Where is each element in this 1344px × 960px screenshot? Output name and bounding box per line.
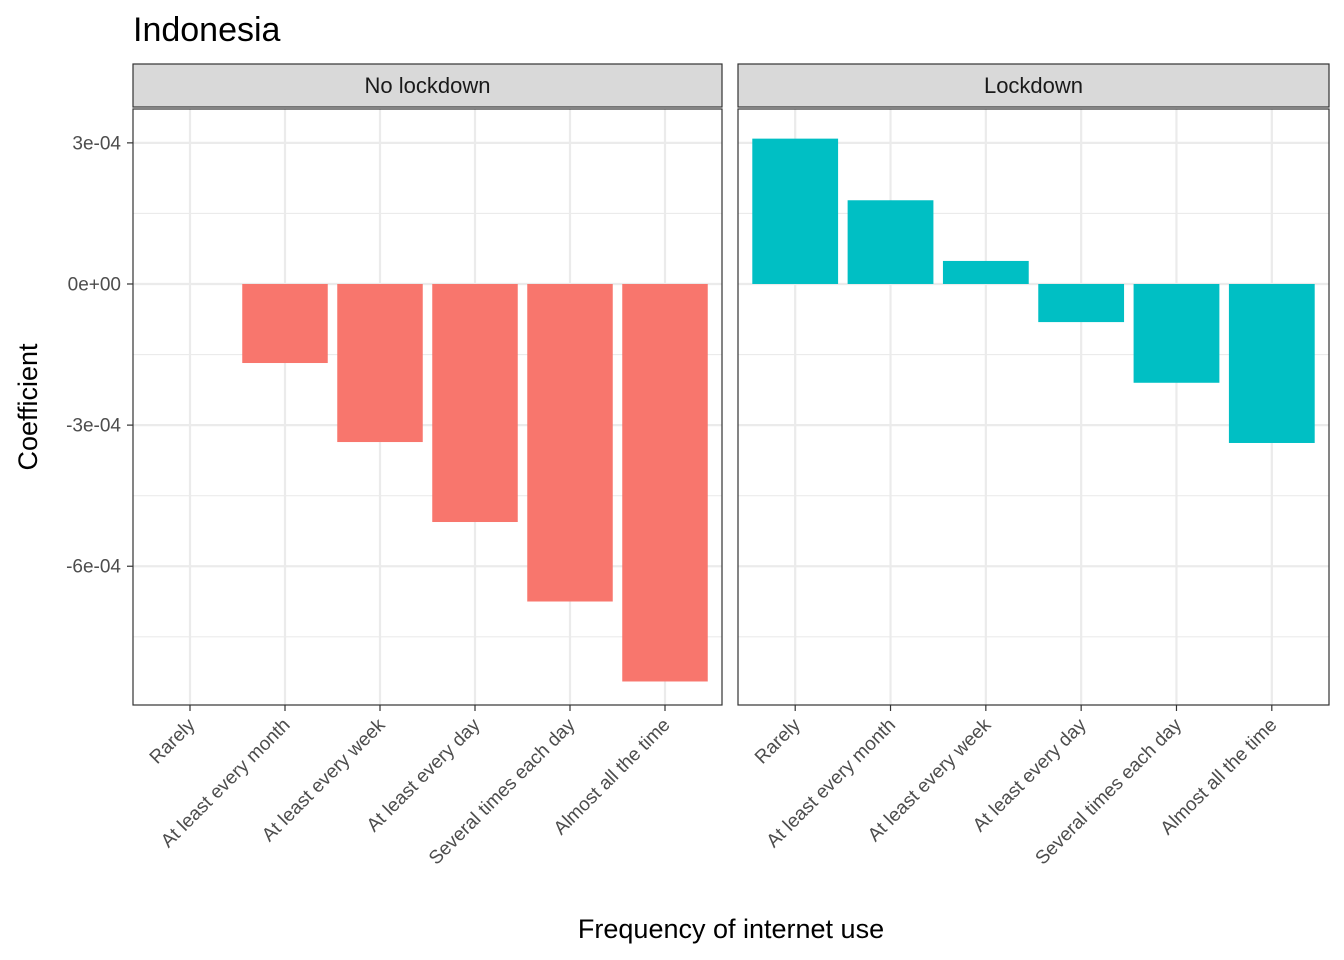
bar-no-lockdown-several-times-each-day — [527, 283, 613, 602]
strip-no-lockdown — [132, 63, 723, 108]
bar-no-lockdown-at-least-every-day — [432, 283, 518, 523]
x-tick-label-no-lockdown-rarely: Rarely — [146, 714, 200, 768]
bar-no-lockdown-almost-all-the-time — [622, 283, 708, 682]
strip-label-lockdown: Lockdown — [984, 73, 1083, 98]
bar-lockdown-several-times-each-day — [1133, 283, 1220, 383]
y-tick-label: -6e-04 — [66, 557, 121, 578]
panel-lockdown: Lockdown — [737, 63, 1330, 706]
panel-border-no-lockdown — [132, 108, 723, 706]
x-axis-title: Frequency of internet use — [578, 914, 884, 944]
y-axis: 3e-04 0e+00 -3e-04 -6e-04 — [66, 133, 133, 578]
y-tick-label: 3e-04 — [72, 133, 121, 154]
y-axis-title: Coefficient — [13, 343, 43, 471]
panel-no-lockdown: No lockdown — [132, 63, 723, 706]
y-tick-label: 0e+00 — [68, 274, 121, 295]
chart-title: Indonesia — [133, 11, 281, 49]
bar-lockdown-rarely — [752, 138, 839, 284]
panel-border-lockdown — [737, 108, 1330, 706]
x-tick-label-lockdown-rarely: Rarely — [751, 714, 805, 768]
bar-lockdown-at-least-every-week — [942, 260, 1029, 284]
strip-label-no-lockdown: No lockdown — [365, 73, 491, 98]
strip-lockdown — [737, 63, 1330, 108]
bar-no-lockdown-at-least-every-week — [337, 283, 423, 443]
y-tick-label: -3e-04 — [66, 416, 121, 437]
bar-lockdown-at-least-every-day — [1038, 283, 1125, 323]
bar-no-lockdown-at-least-every-month — [242, 283, 328, 364]
bar-lockdown-at-least-every-month — [847, 200, 934, 284]
bar-lockdown-almost-all-the-time — [1228, 283, 1315, 443]
